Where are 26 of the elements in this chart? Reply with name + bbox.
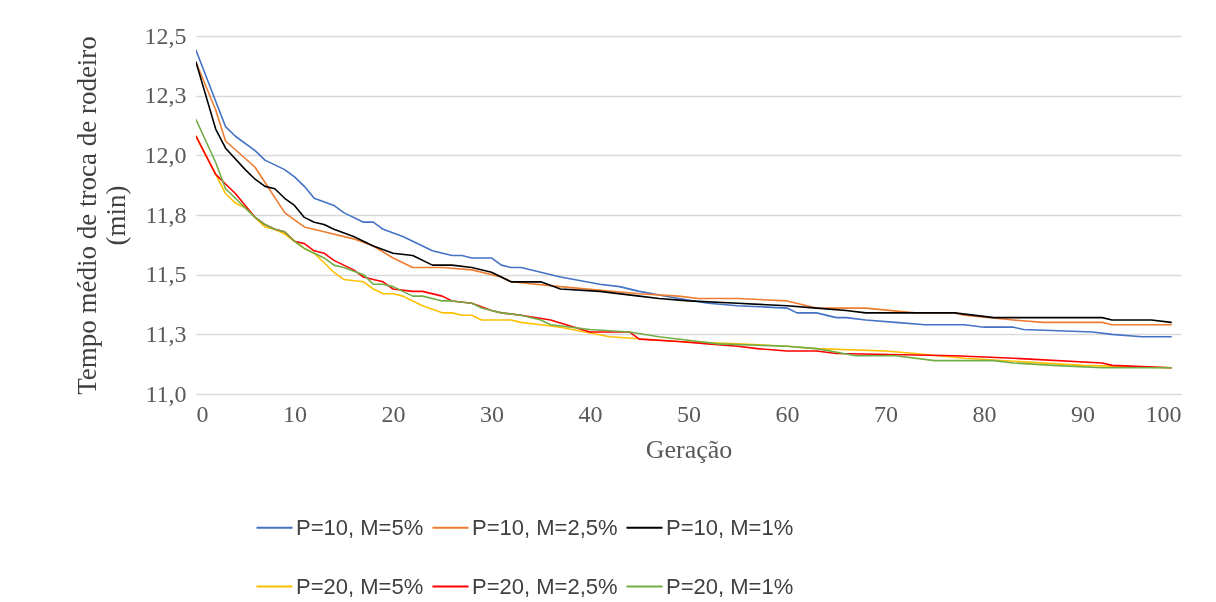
y-tick-label: 11,5 xyxy=(145,261,187,288)
legend-label: P=10, M=2,5% xyxy=(472,514,618,540)
legend-label: P=10, M=5% xyxy=(296,514,424,540)
x-tick-label: 0 xyxy=(196,400,209,427)
x-tick-label: 90 xyxy=(1071,400,1095,427)
x-tick-label: 80 xyxy=(972,400,997,427)
x-tick-label: 60 xyxy=(775,400,800,427)
legend-label: P=20, M=1% xyxy=(666,573,794,599)
legend-label: P=20, M=2,5% xyxy=(472,573,618,599)
x-tick-label: 40 xyxy=(578,400,603,427)
x-tick-label: 100 xyxy=(1145,400,1182,427)
x-tick-label: 70 xyxy=(874,400,898,427)
x-tick-label: 20 xyxy=(381,400,406,427)
legend-label: P=10, M=1% xyxy=(666,514,794,540)
y-axis-title: Tempo médio de troca de rodeiro (min) xyxy=(71,36,131,395)
y-tick-label: 11,0 xyxy=(145,380,187,407)
x-tick-label: 30 xyxy=(480,400,504,427)
y-tick-label: 12,5 xyxy=(144,22,187,49)
legend-label: P=20, M=5% xyxy=(296,573,424,599)
x-axis-title: Geração xyxy=(645,434,733,464)
x-tick-label: 10 xyxy=(283,400,307,427)
y-tick-label: 11,8 xyxy=(145,201,187,228)
y-tick-label: 11,3 xyxy=(145,320,187,347)
x-tick-label: 50 xyxy=(677,400,701,427)
y-tick-label: 12,3 xyxy=(144,82,187,109)
y-tick-label: 12,0 xyxy=(144,141,187,168)
